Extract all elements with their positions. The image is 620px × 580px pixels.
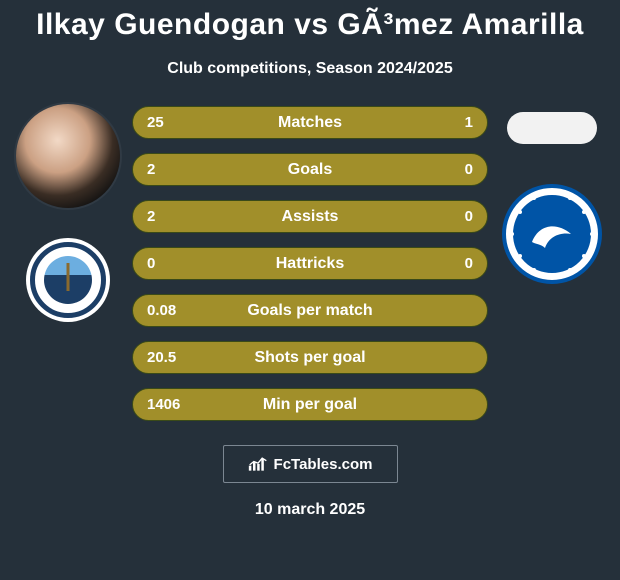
club-logo-right bbox=[502, 184, 602, 284]
stat-right-value: 1 bbox=[451, 107, 487, 138]
comparison-row: 25 Matches 1 2 Goals 0 2 Assists 0 0 Hat… bbox=[0, 106, 620, 421]
stat-label: Matches bbox=[133, 114, 487, 132]
stat-row: 2 Goals 0 bbox=[132, 153, 488, 186]
stat-right-value bbox=[459, 389, 487, 420]
stat-row: 1406 Min per goal bbox=[132, 388, 488, 421]
stat-label: Goals bbox=[133, 161, 487, 179]
stat-left-value: 2 bbox=[133, 201, 169, 232]
stat-row: 0 Hattricks 0 bbox=[132, 247, 488, 280]
stat-left-value: 1406 bbox=[133, 389, 194, 420]
stat-right-value: 0 bbox=[451, 154, 487, 185]
watermark-badge: FcTables.com bbox=[223, 445, 398, 483]
stat-row: 20.5 Shots per goal bbox=[132, 341, 488, 374]
club-logo-left bbox=[26, 238, 110, 322]
footer-date: 10 march 2025 bbox=[0, 501, 620, 519]
stats-list: 25 Matches 1 2 Goals 0 2 Assists 0 0 Hat… bbox=[128, 106, 492, 421]
chart-icon bbox=[248, 455, 268, 473]
stat-left-value: 0.08 bbox=[133, 295, 190, 326]
stat-row: 0.08 Goals per match bbox=[132, 294, 488, 327]
stat-right-value bbox=[459, 342, 487, 373]
page-title: Ilkay Guendogan vs GÃ³mez Amarilla bbox=[0, 0, 620, 42]
stat-row: 25 Matches 1 bbox=[132, 106, 488, 139]
stat-row: 2 Assists 0 bbox=[132, 200, 488, 233]
stat-left-value: 0 bbox=[133, 248, 169, 279]
stat-right-value: 0 bbox=[451, 248, 487, 279]
brighton-ring-text bbox=[502, 184, 602, 284]
stat-left-value: 20.5 bbox=[133, 342, 190, 373]
stat-right-value: 0 bbox=[451, 201, 487, 232]
player-right-avatar bbox=[507, 112, 597, 144]
stat-right-value bbox=[459, 295, 487, 326]
right-player-col bbox=[492, 106, 612, 284]
player-left-avatar bbox=[16, 104, 120, 208]
stat-label: Hattricks bbox=[133, 255, 487, 273]
stat-left-value: 25 bbox=[133, 107, 178, 138]
left-player-col bbox=[8, 106, 128, 322]
stat-left-value: 2 bbox=[133, 154, 169, 185]
page-subtitle: Club competitions, Season 2024/2025 bbox=[0, 60, 620, 78]
stat-label: Assists bbox=[133, 208, 487, 226]
watermark-text: FcTables.com bbox=[274, 456, 373, 473]
